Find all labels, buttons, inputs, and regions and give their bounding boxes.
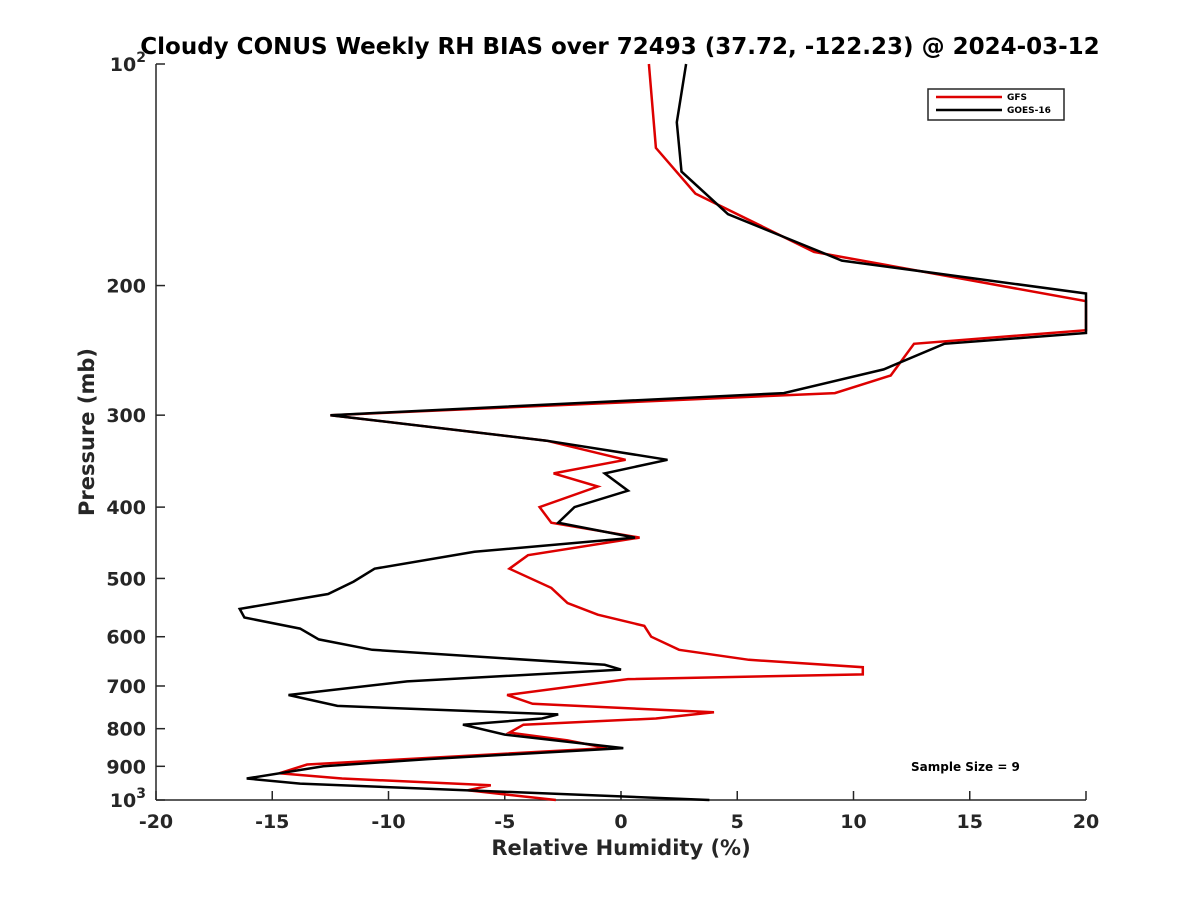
y-axis-label: Pressure (mb) [75,348,99,516]
x-tick-label: 10 [840,811,866,833]
y-tick-label: 800 [106,719,146,741]
chart-title: Cloudy CONUS Weekly RH BIAS over 72493 (… [140,34,1099,60]
series-layer [237,63,1088,802]
legend-label-gfs: GFS [1007,93,1027,103]
y-tick-label: 900 [106,756,146,778]
x-tick-label: 5 [731,811,744,833]
x-axis-label: Relative Humidity (%) [491,836,750,860]
x-tick-label: -20 [139,811,173,833]
legend: GFS GOES-16 [927,88,1065,121]
x-tick-label: 0 [614,811,627,833]
x-tick-label: -5 [494,811,515,833]
y-tick-label: 700 [106,676,146,698]
y-tick-label: 300 [106,405,146,427]
y-tick-label: 400 [106,497,146,519]
plot-area: -20 -15 -10 -5 0 5 10 15 20 102 200 300 400 500 600 70… [106,50,1099,833]
y-ticks: 102 200 300 400 500 600 700 800 900 103 [106,50,165,812]
legend-box [927,88,1065,121]
y-tick-label: 200 [106,276,146,298]
series-line-goes16 [237,63,1088,802]
legend-label-goes16: GOES-16 [1007,106,1051,116]
x-tick-label: -15 [255,811,289,833]
y-tick-label: 500 [106,568,146,590]
x-ticks: -20 -15 -10 -5 0 5 10 15 20 [139,791,1099,833]
y-tick-label: 102 [110,50,146,76]
series-line-gfs [278,63,1088,802]
y-tick-label: 600 [106,627,146,649]
x-tick-label: 20 [1073,811,1099,833]
sample-size-annotation: Sample Size = 9 [911,760,1020,774]
x-tick-label: 15 [957,811,983,833]
plot-background [156,64,1086,800]
y-tick-label: 103 [110,786,146,812]
x-tick-label: -10 [371,811,405,833]
